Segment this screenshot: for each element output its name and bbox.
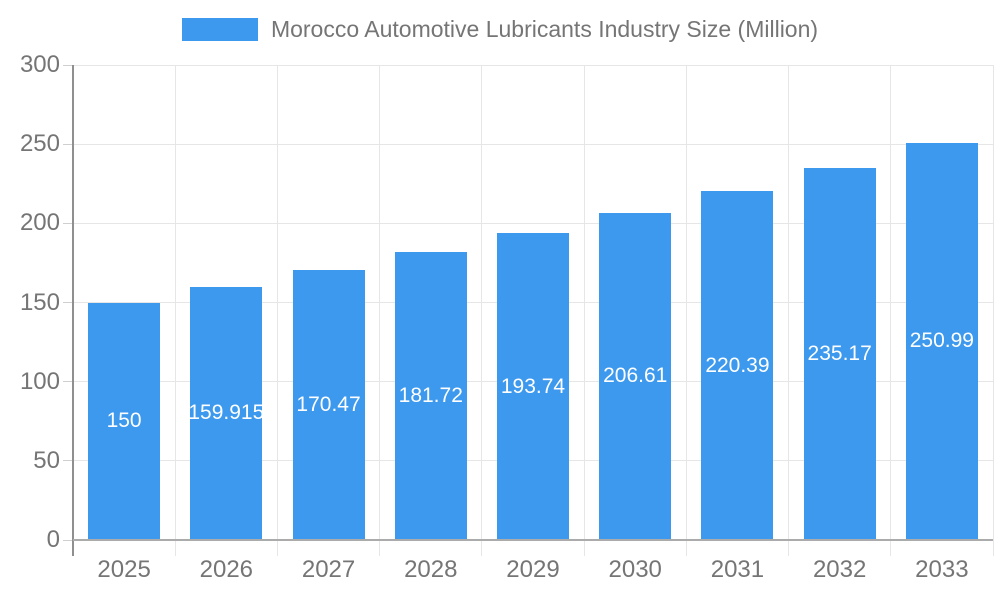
- bar[interactable]: [701, 191, 774, 540]
- x-axis-label: 2029: [506, 556, 560, 583]
- y-axis-tick: [63, 64, 73, 66]
- y-axis-tick: [63, 302, 73, 303]
- gridline-horizontal: [73, 64, 993, 66]
- gridline-vertical: [788, 65, 790, 556]
- gridline-vertical: [379, 65, 381, 556]
- x-axis-label: 2025: [97, 556, 151, 583]
- bar[interactable]: [497, 233, 569, 540]
- y-axis-tick: [63, 222, 73, 224]
- y-axis-line: [71, 65, 74, 556]
- gridline-vertical: [992, 65, 994, 556]
- gridline-horizontal: [73, 222, 993, 224]
- x-axis-label: 2026: [199, 556, 254, 583]
- gridline-vertical: [481, 65, 483, 556]
- y-axis-label: 0: [46, 526, 60, 553]
- x-axis-label: 2027: [301, 556, 356, 583]
- y-axis-tick: [63, 143, 73, 145]
- bar[interactable]: [292, 270, 365, 540]
- y-axis-tick: [63, 539, 73, 541]
- gridline-vertical: [685, 65, 687, 556]
- bar[interactable]: [394, 252, 467, 540]
- bar[interactable]: [190, 286, 263, 540]
- bar[interactable]: [88, 302, 161, 540]
- bar[interactable]: [599, 212, 672, 540]
- y-axis-label: 100: [19, 367, 60, 395]
- legend[interactable]: Morocco Automotive Lubricants Industry S…: [0, 16, 1000, 42]
- x-axis-baseline: [73, 539, 993, 541]
- x-axis-label: 2032: [812, 556, 867, 583]
- legend-label: Morocco Automotive Lubricants Industry S…: [270, 16, 819, 42]
- x-axis-label: 2033: [915, 556, 969, 583]
- y-axis-tick: [63, 460, 73, 462]
- x-axis-label: 2031: [710, 556, 765, 583]
- gridline-vertical: [583, 65, 585, 556]
- x-axis-label: 2028: [404, 556, 458, 583]
- y-axis-label: 200: [19, 209, 60, 237]
- bar[interactable]: [803, 167, 876, 540]
- y-axis-label: 300: [19, 51, 60, 78]
- y-axis-label: 150: [19, 288, 60, 316]
- gridline-horizontal: [73, 143, 993, 145]
- gridline-vertical: [890, 65, 892, 556]
- gridline-vertical: [276, 65, 278, 556]
- y-axis-label: 250: [19, 130, 60, 158]
- gridline-vertical: [174, 65, 176, 556]
- bar[interactable]: [905, 142, 978, 540]
- legend-swatch[interactable]: [181, 17, 258, 41]
- y-axis-label: 50: [33, 446, 60, 474]
- x-axis-label: 2030: [608, 556, 662, 583]
- y-axis-tick: [63, 381, 73, 383]
